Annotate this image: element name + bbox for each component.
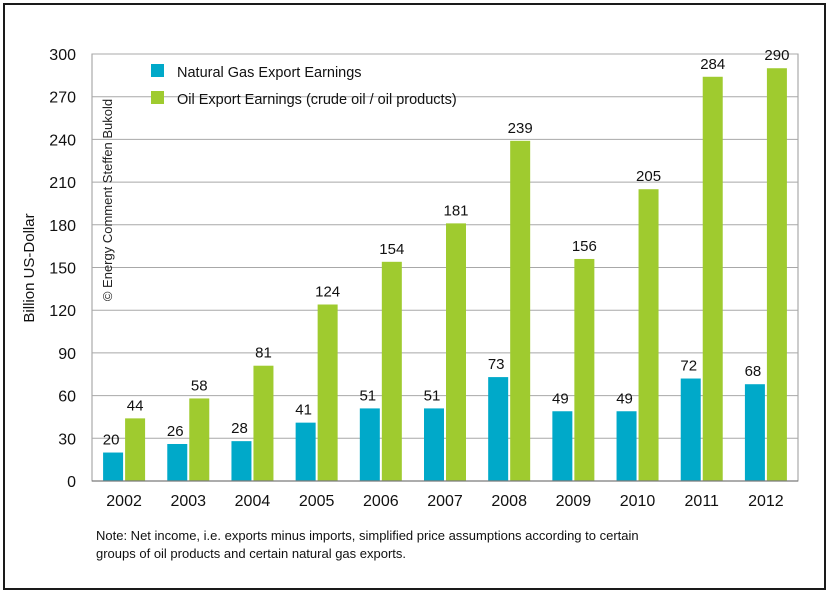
data-label-gas: 51 xyxy=(424,387,441,404)
x-tick-label: 2005 xyxy=(299,493,335,510)
y-axis-label: Billion US-Dollar xyxy=(21,213,38,322)
note-line-2: groups of oil products and certain natur… xyxy=(96,546,407,561)
data-label-gas: 68 xyxy=(745,363,762,380)
data-label-oil: 239 xyxy=(508,120,533,137)
bar-oil xyxy=(574,258,595,481)
data-label-gas: 73 xyxy=(488,356,505,373)
bar-oil xyxy=(125,418,146,481)
legend-label-gas: Natural Gas Export Earnings xyxy=(177,65,362,81)
x-tick-label: 2011 xyxy=(685,493,720,510)
data-label-gas: 20 xyxy=(103,432,120,449)
watermark: © Energy Comment Steffen Bukold xyxy=(100,99,115,301)
y-tick-label: 60 xyxy=(58,389,76,406)
bar-gas xyxy=(488,377,509,481)
data-label-oil: 156 xyxy=(572,238,597,255)
data-label-oil: 44 xyxy=(127,397,144,414)
bar-gas xyxy=(552,411,573,481)
x-tick-label: 2003 xyxy=(170,493,206,510)
bar-gas xyxy=(424,408,444,481)
y-tick-label: 180 xyxy=(49,218,76,235)
x-tick-label: 2008 xyxy=(491,493,527,510)
data-label-gas: 28 xyxy=(231,420,248,437)
bar-gas xyxy=(103,452,124,481)
y-tick-label: 0 xyxy=(67,474,76,491)
axes: 0 30 60 90 120 150 180 210 240 270 300 2002 2003 2004… xyxy=(49,47,798,510)
bar-oil xyxy=(638,189,659,481)
data-label-oil: 284 xyxy=(700,56,725,73)
bar-oil xyxy=(317,304,338,481)
x-tick-label: 2010 xyxy=(620,493,656,510)
bar-oil xyxy=(381,261,402,481)
note-line-1: Note: Net income, i.e. exports minus imp… xyxy=(96,528,639,543)
chart-note: Note: Net income, i.e. exports minus imp… xyxy=(96,527,796,563)
bar-gas xyxy=(744,384,765,481)
data-label-oil: 154 xyxy=(379,241,404,258)
bar-oil xyxy=(510,140,531,481)
y-tick-label: 120 xyxy=(49,303,76,320)
data-label-gas: 72 xyxy=(680,358,697,375)
bars xyxy=(103,68,787,482)
legend-label-oil: Oil Export Earnings (crude oil / oil pro… xyxy=(177,92,457,108)
x-tick-label: 2006 xyxy=(363,493,399,510)
data-labels: 20 44 26 58 28 81 41 124 51 154 51 181 73 239 49 156 49 2… xyxy=(103,47,790,448)
y-tick-label: 30 xyxy=(58,431,76,448)
bar-gas xyxy=(680,378,701,481)
x-tick-label: 2007 xyxy=(427,493,463,510)
bar-gas xyxy=(616,411,637,481)
bar-gas xyxy=(167,443,188,481)
y-tick-label: 300 xyxy=(49,47,76,64)
bar-oil xyxy=(702,76,723,482)
bar-gas xyxy=(359,408,380,481)
bar-gas xyxy=(295,422,316,481)
data-label-gas: 49 xyxy=(616,390,633,407)
data-label-oil: 124 xyxy=(315,284,340,301)
data-label-oil: 58 xyxy=(191,377,208,394)
data-label-gas: 41 xyxy=(295,402,312,419)
data-label-oil: 205 xyxy=(636,168,661,185)
bar-gas xyxy=(231,441,252,481)
data-label-gas: 49 xyxy=(552,390,569,407)
bar-oil xyxy=(189,398,210,481)
data-label-oil: 290 xyxy=(764,47,789,64)
legend-swatch-oil xyxy=(151,91,164,104)
bar-oil xyxy=(446,223,466,482)
legend-swatch-gas xyxy=(151,64,164,77)
data-label-oil: 81 xyxy=(255,345,272,362)
x-tick-label: 2012 xyxy=(748,493,784,510)
y-tick-label: 150 xyxy=(49,261,76,278)
y-tick-label: 90 xyxy=(58,346,76,363)
data-label-gas: 26 xyxy=(167,423,184,440)
bar-oil xyxy=(253,365,274,481)
x-tick-label: 2004 xyxy=(235,493,271,510)
x-tick-label: 2002 xyxy=(106,493,142,510)
data-label-oil: 181 xyxy=(443,202,468,219)
data-label-gas: 51 xyxy=(359,387,376,404)
legend: Natural Gas Export Earnings Oil Export E… xyxy=(151,64,457,108)
x-tick-label: 2009 xyxy=(556,493,592,510)
y-tick-label: 210 xyxy=(49,175,76,192)
y-tick-label: 240 xyxy=(49,132,76,149)
y-tick-label: 270 xyxy=(49,90,76,107)
chart-frame xyxy=(3,3,826,590)
bar-oil xyxy=(766,68,787,481)
